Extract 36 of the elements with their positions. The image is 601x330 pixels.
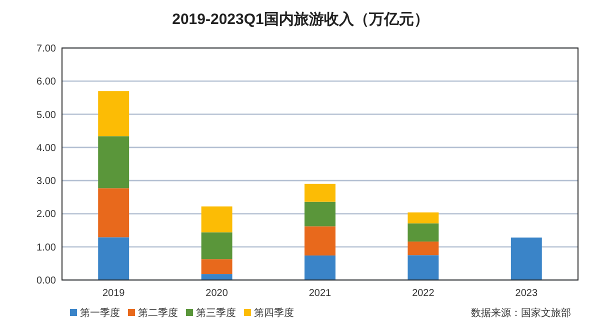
legend-label: 第一季度 — [80, 307, 120, 319]
x-tick-label: 2021 — [308, 288, 332, 299]
x-tick-label: 2020 — [206, 288, 228, 299]
x-tick-label: 2019 — [102, 288, 126, 299]
bar — [304, 226, 336, 256]
legend-label: 第三季度 — [196, 307, 236, 319]
bar — [98, 136, 130, 188]
bar — [510, 238, 542, 280]
bar — [408, 212, 439, 224]
legend-label: 第四季度 — [254, 307, 294, 319]
x-tick-label: 2022 — [412, 288, 435, 299]
y-tick-label: 3.00 — [36, 176, 56, 188]
bar — [408, 255, 439, 280]
bar — [201, 206, 232, 232]
bar — [98, 237, 130, 280]
y-tick-label: 5.00 — [36, 110, 56, 121]
bar — [201, 259, 232, 274]
bar — [98, 188, 130, 238]
y-tick-label: 2.00 — [36, 209, 56, 220]
bar — [201, 274, 232, 280]
y-tick-label: 0.00 — [36, 276, 56, 286]
source-note: 数据来源：国家文旅部 — [471, 307, 571, 319]
y-tick-label: 4.00 — [36, 142, 56, 154]
x-tick-label: 2023 — [515, 288, 538, 299]
bar — [408, 242, 439, 256]
y-tick-label: 1.00 — [36, 242, 56, 254]
bar — [201, 232, 232, 260]
bar — [304, 184, 336, 202]
y-tick-label: 7.00 — [36, 44, 56, 54]
chart-title: 2019-2023Q1国内旅游收入（万亿元） — [172, 11, 429, 28]
y-tick-label: 6.00 — [36, 76, 56, 88]
bar — [98, 91, 130, 136]
bar — [304, 202, 336, 226]
legend-label: 第二季度 — [138, 307, 178, 319]
bar — [408, 223, 439, 242]
bar — [304, 255, 336, 280]
